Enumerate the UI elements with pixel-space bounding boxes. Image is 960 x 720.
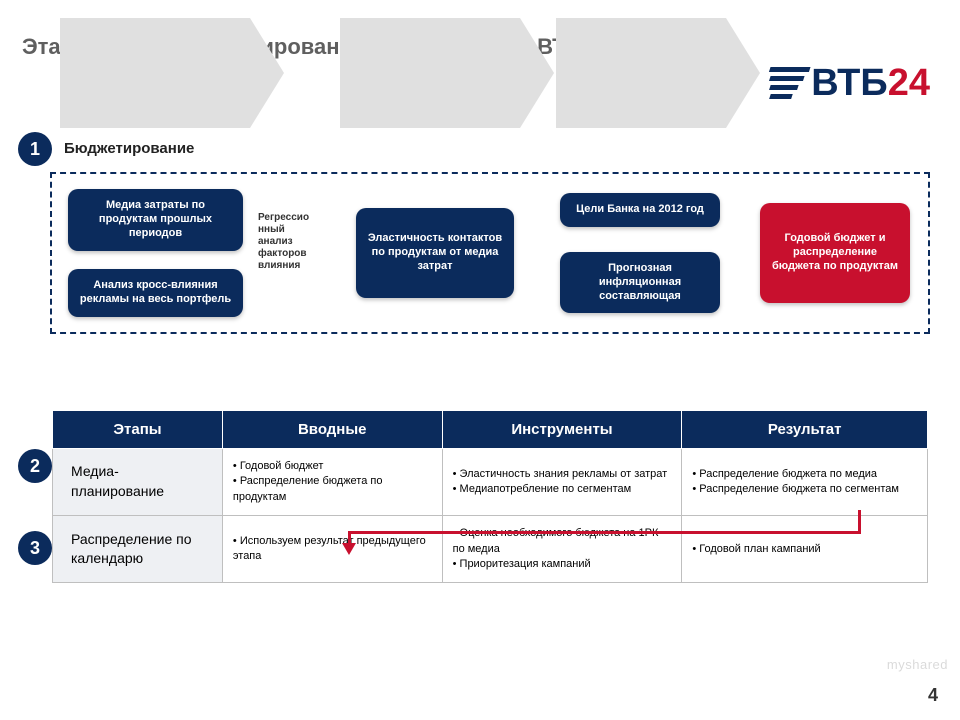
flow-arrow-bg-2 [340,18,520,128]
stage-badge-3: 3 [18,531,52,565]
cell-tools: Эластичность знания рекламы от затрат Ме… [442,449,682,516]
vtb24-logo: ВТБ24 [765,62,930,105]
cell-inputs: Используем результат предыдущего этапа [222,516,442,583]
page-number: 4 [928,685,938,706]
budgeting-flow: Медиа затраты по продуктам прошлых перио… [60,180,920,326]
cell-stage: Распределение по календарю [53,516,223,583]
th-stages: Этапы [53,411,223,449]
th-result: Результат [682,411,928,449]
flow-node-elasticity: Эластичность контактов по продуктам от м… [356,208,514,298]
cell-tools: Оценка необходимого бюджета на 1РК по ме… [442,516,682,583]
flow-node-bank-goals: Цели Банка на 2012 год [560,193,720,227]
th-inputs: Вводные [222,411,442,449]
flow-arrow-label-regression: Регрессио нный анализ факторов влияния [258,212,324,272]
watermark: myshared [887,657,948,672]
flow-node-cross-analysis: Анализ кросс-влияния рекламы на весь пор… [68,269,243,317]
table-row: Распределение по календарю Используем ре… [53,516,928,583]
cell-inputs: Годовой бюджет Распределение бюджета по … [222,449,442,516]
stage-badge-2: 2 [18,449,52,483]
flow-node-result: Годовой бюджет и распределение бюджета п… [760,203,910,303]
cell-result: Годовой план кампаний [682,516,928,583]
cell-stage: Медиа- планирование [53,449,223,516]
stage-badge-1: 1 [18,132,52,166]
table-row: Медиа- планирование Годовой бюджет Распр… [53,449,928,516]
flow-arrow-bg-1 [60,18,250,128]
flow-arrow-bg-3 [556,18,726,128]
table-header-row: Этапы Вводные Инструменты Результат [53,411,928,449]
th-tools: Инструменты [442,411,682,449]
flow-node-inflation: Прогнозная инфляционная составляющая [560,252,720,313]
stages-table: Этапы Вводные Инструменты Результат Меди… [52,410,928,583]
cell-result: Распределение бюджета по медиа Распредел… [682,449,928,516]
logo-wing-icon [760,67,813,101]
flow-node-media-costs: Медиа затраты по продуктам прошлых перио… [68,189,243,250]
stage-label-1: Бюджетирование [64,140,194,157]
